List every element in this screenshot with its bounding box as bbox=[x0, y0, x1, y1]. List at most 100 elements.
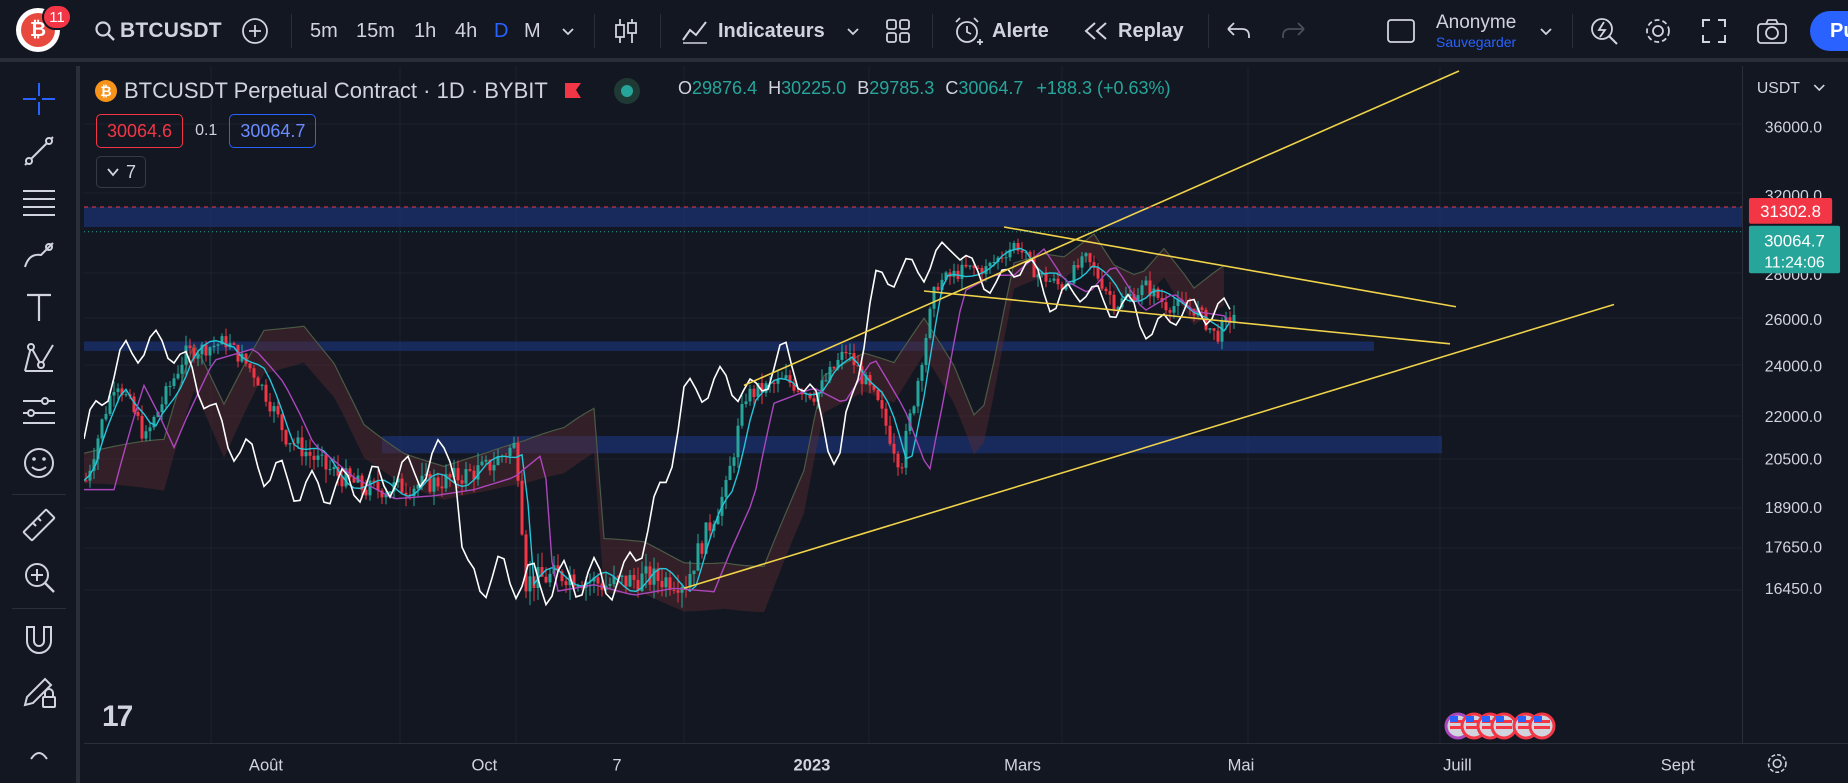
candle-body bbox=[1044, 272, 1048, 282]
account-dropdown[interactable] bbox=[1538, 0, 1554, 62]
interval-1h[interactable]: 1h bbox=[414, 19, 437, 42]
candle-body bbox=[524, 534, 528, 592]
candle-body bbox=[736, 425, 740, 458]
candle-body bbox=[1168, 310, 1172, 313]
candle-body bbox=[844, 351, 848, 354]
trendline-tool[interactable] bbox=[14, 128, 64, 174]
candle-body bbox=[464, 469, 468, 484]
more-tools[interactable] bbox=[14, 726, 64, 772]
candle-body bbox=[668, 577, 672, 590]
candle-body bbox=[204, 344, 208, 356]
candle-body bbox=[496, 456, 500, 465]
flag-icon[interactable] bbox=[562, 80, 584, 102]
candle-body bbox=[1132, 294, 1136, 302]
candle-body bbox=[404, 492, 408, 495]
candle-body bbox=[1012, 243, 1016, 250]
search-icon bbox=[95, 21, 115, 41]
candle-body bbox=[508, 447, 512, 457]
interval-m[interactable]: M bbox=[524, 19, 541, 42]
camera-icon bbox=[1757, 19, 1787, 44]
symbol-search-button[interactable]: BTCUSDT bbox=[94, 0, 222, 62]
account-menu[interactable]: Anonyme Sauvegarder bbox=[1436, 0, 1516, 62]
candle-body bbox=[832, 366, 836, 369]
candle-body bbox=[560, 571, 564, 582]
notification-badge[interactable]: 11 bbox=[42, 4, 72, 30]
pattern-tool[interactable] bbox=[14, 336, 64, 382]
currency-label[interactable]: USDT bbox=[1757, 80, 1800, 97]
candle-body bbox=[520, 480, 524, 535]
candle-body bbox=[688, 573, 692, 588]
gear-icon[interactable] bbox=[1767, 753, 1787, 774]
candle-body bbox=[344, 468, 348, 487]
templates-button[interactable] bbox=[884, 0, 912, 62]
candle-body bbox=[992, 261, 996, 263]
candle-body bbox=[1024, 251, 1028, 253]
zoom-tool[interactable] bbox=[14, 554, 64, 600]
settings-button[interactable] bbox=[1643, 0, 1673, 62]
candle-body bbox=[1008, 249, 1012, 258]
redo-button[interactable] bbox=[1280, 0, 1308, 62]
lock-drawings-tool[interactable] bbox=[14, 668, 64, 714]
toolbar-separator bbox=[660, 14, 661, 48]
interval-dropdown[interactable] bbox=[560, 0, 576, 62]
candle-body bbox=[304, 451, 308, 457]
market-status-icon[interactable] bbox=[612, 76, 642, 106]
candle-body bbox=[620, 575, 624, 578]
time-axis[interactable]: Août Oct 7 2023 Mars Mai Juill Sept bbox=[84, 743, 1848, 783]
price-axis[interactable]: USDT36000.032000.028000.026000.024000.02… bbox=[1742, 66, 1848, 743]
lightning-search-icon bbox=[1591, 18, 1618, 45]
save-link[interactable]: Sauvegarder bbox=[1436, 34, 1517, 50]
brush-tool[interactable] bbox=[14, 232, 64, 278]
close-key: C bbox=[945, 78, 959, 98]
sell-price-button[interactable]: 30064.6 bbox=[96, 114, 184, 148]
candle-body bbox=[676, 590, 680, 593]
replay-button[interactable]: Replay bbox=[1082, 0, 1184, 62]
square-layout-icon bbox=[1387, 19, 1415, 43]
candle-body bbox=[284, 430, 288, 445]
open-value: 29876.4 bbox=[692, 78, 758, 98]
candle-body bbox=[216, 344, 220, 346]
text-tool[interactable] bbox=[14, 284, 64, 330]
economic-events[interactable] bbox=[1444, 712, 1556, 740]
candle-body bbox=[612, 576, 616, 585]
tradingview-logo[interactable]: 17 bbox=[102, 700, 133, 733]
crosshair-tool[interactable] bbox=[14, 76, 64, 122]
measure-tool[interactable] bbox=[14, 502, 64, 548]
candle-body bbox=[132, 396, 136, 413]
symbol-title[interactable]: BTCUSDT Perpetual Contract · 1D · BYBIT bbox=[124, 78, 548, 103]
alert-button[interactable]: Alerte bbox=[952, 0, 1049, 62]
compare-symbol-button[interactable] bbox=[240, 0, 270, 62]
interval-4h[interactable]: 4h bbox=[455, 19, 478, 42]
magnet-tool[interactable] bbox=[14, 616, 64, 662]
chart-type-button[interactable] bbox=[612, 0, 640, 62]
candle-body bbox=[876, 389, 880, 401]
candle-body bbox=[288, 443, 292, 445]
chevron-down-icon bbox=[107, 168, 119, 177]
candle-body bbox=[180, 364, 184, 374]
fib-tool[interactable] bbox=[14, 180, 64, 226]
quick-search-button[interactable] bbox=[1588, 0, 1620, 62]
prediction-tool[interactable] bbox=[14, 388, 64, 434]
interval-d[interactable]: D bbox=[494, 19, 509, 42]
indicators-button[interactable]: Indicateurs bbox=[680, 0, 825, 62]
indicators-dropdown[interactable] bbox=[845, 0, 861, 62]
layout-button[interactable] bbox=[1386, 0, 1416, 62]
candle-body bbox=[124, 394, 128, 396]
candle-body bbox=[936, 286, 940, 290]
undo-icon bbox=[1227, 22, 1250, 38]
buy-price-button[interactable]: 30064.7 bbox=[229, 114, 317, 148]
fullscreen-button[interactable] bbox=[1701, 0, 1727, 62]
price-chart[interactable] bbox=[84, 66, 1742, 743]
icon-tool[interactable] bbox=[14, 440, 64, 486]
candle-body bbox=[1172, 306, 1176, 313]
publish-button[interactable]: Pu bbox=[1810, 11, 1848, 51]
candle-body bbox=[836, 359, 840, 369]
snapshot-button[interactable] bbox=[1756, 0, 1788, 62]
indicators-toggle[interactable]: 7 bbox=[96, 156, 146, 188]
interval-15m[interactable]: 15m bbox=[356, 19, 395, 42]
candle-body bbox=[416, 484, 420, 489]
interval-5m[interactable]: 5m bbox=[310, 19, 338, 42]
undo-button[interactable] bbox=[1224, 0, 1252, 62]
candle-body bbox=[260, 384, 264, 386]
toolbar-separator bbox=[932, 14, 933, 48]
